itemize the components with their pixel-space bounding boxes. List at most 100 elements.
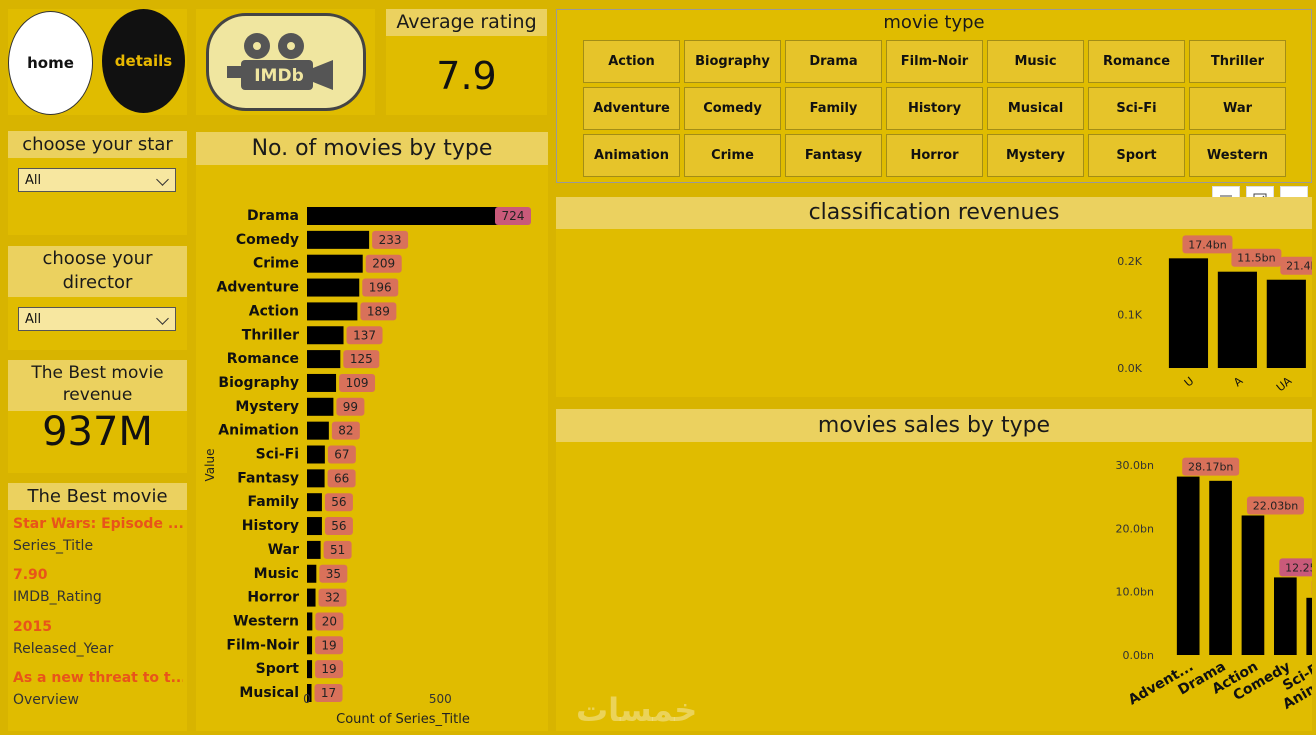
category-label: A (1231, 374, 1245, 389)
category-label: Horror (247, 590, 299, 606)
category-label: U (1182, 374, 1197, 389)
genre-option-crime[interactable]: Crime (684, 134, 781, 177)
bar[interactable] (1266, 279, 1306, 368)
y-tick-label: 30.0bn (1116, 459, 1154, 472)
data-label-bg (324, 517, 353, 536)
details-button[interactable]: details (102, 9, 185, 113)
genre-option-film-noir[interactable]: Film-Noir (886, 40, 983, 83)
bar[interactable] (307, 230, 370, 249)
genre-option-mystery[interactable]: Mystery (987, 134, 1084, 177)
data-label-bg (314, 684, 343, 702)
bar[interactable] (307, 326, 344, 345)
bar[interactable] (1274, 577, 1297, 655)
category-label: Music (254, 566, 299, 582)
bar[interactable] (307, 493, 322, 512)
category-label: Crime (253, 256, 299, 272)
genre-option-history[interactable]: History (886, 87, 983, 130)
y-tick-label: 0.0bn (1123, 649, 1154, 662)
data-label-bg (336, 397, 365, 416)
best-movie-title: The Best movie (8, 483, 187, 510)
y-tick-label: 0.0K (1117, 362, 1142, 375)
genre-option-sci-fi[interactable]: Sci-Fi (1088, 87, 1185, 130)
bar[interactable] (307, 564, 317, 583)
bar[interactable] (307, 517, 322, 536)
y-tick-label: 0.1K (1117, 309, 1142, 322)
sales-by-type-title: movies sales by type (556, 409, 1312, 442)
category-label: Romance (227, 351, 299, 367)
genre-option-family[interactable]: Family (785, 87, 882, 130)
bar[interactable] (307, 302, 358, 321)
x-tick-label: 0 (303, 692, 311, 706)
genre-option-western[interactable]: Western (1189, 134, 1286, 177)
category-label: Family (247, 494, 299, 510)
data-label: 20 (322, 614, 337, 628)
movies-by-type-title: No. of movies by type (196, 132, 548, 165)
category-label: Mystery (235, 399, 299, 415)
bar[interactable] (307, 445, 325, 464)
genre-option-music[interactable]: Music (987, 40, 1084, 83)
genre-option-comedy[interactable]: Comedy (684, 87, 781, 130)
genre-option-sport[interactable]: Sport (1088, 134, 1185, 177)
data-label: 724 (502, 209, 525, 223)
bar[interactable] (307, 373, 337, 392)
bar[interactable] (307, 540, 321, 559)
bar[interactable] (307, 207, 500, 225)
data-label-bg (1231, 248, 1282, 267)
category-label: Adventure (216, 280, 299, 296)
genre-option-fantasy[interactable]: Fantasy (785, 134, 882, 177)
director-dropdown-value: All (25, 311, 42, 327)
data-label: 56 (331, 495, 346, 509)
genre-option-biography[interactable]: Biography (684, 40, 781, 83)
category-label: History (242, 518, 299, 534)
bar[interactable] (307, 350, 341, 369)
genre-option-drama[interactable]: Drama (785, 40, 882, 83)
bar[interactable] (1209, 480, 1232, 655)
bar[interactable] (1217, 271, 1257, 368)
data-label-bg (324, 493, 353, 512)
watermark: خمسات (576, 691, 698, 729)
bar[interactable] (307, 588, 316, 607)
genre-option-romance[interactable]: Romance (1088, 40, 1185, 83)
director-dropdown[interactable]: All (18, 307, 176, 331)
bar[interactable] (1241, 515, 1265, 655)
bar[interactable] (307, 612, 313, 631)
data-label-bg (319, 564, 348, 583)
category-label: Fantasy (237, 470, 299, 486)
logo-panel: IMDb (196, 9, 375, 115)
star-dropdown[interactable]: All (18, 168, 176, 192)
best-movie-year: 2015 (13, 619, 52, 635)
genre-option-thriller[interactable]: Thriller (1189, 40, 1286, 83)
bar[interactable] (307, 421, 329, 440)
movie-type-title: movie type (883, 12, 985, 33)
data-label: 22.03bn (1253, 499, 1298, 512)
bar[interactable] (1168, 258, 1209, 368)
bar[interactable] (307, 469, 325, 488)
data-label-bg (315, 612, 344, 631)
data-label-bg (327, 469, 356, 488)
category-label: Animation (218, 423, 299, 439)
imdb-logo: IMDb (206, 13, 366, 111)
bar[interactable] (307, 636, 313, 655)
bar[interactable] (307, 397, 334, 416)
genre-option-war[interactable]: War (1189, 87, 1286, 130)
best-movie-series-title-label: Series_Title (13, 538, 94, 554)
bar[interactable] (307, 254, 363, 273)
home-button[interactable]: home (8, 11, 93, 115)
data-label-bg (327, 445, 356, 464)
bar[interactable] (1176, 476, 1200, 655)
bar[interactable] (1306, 597, 1312, 655)
data-label: 66 (334, 471, 349, 485)
genre-option-action[interactable]: Action (583, 40, 680, 83)
data-label: 17 (321, 686, 336, 700)
data-label: 233 (379, 233, 402, 247)
genre-option-animation[interactable]: Animation (583, 134, 680, 177)
movie-type-slicer: movie type Action Biography Drama Film-Noir… (556, 9, 1312, 183)
genre-option-adventure[interactable]: Adventure (583, 87, 680, 130)
data-label-bg (365, 254, 402, 273)
genre-option-horror[interactable]: Horror (886, 134, 983, 177)
genre-option-musical[interactable]: Musical (987, 87, 1084, 130)
bar[interactable] (307, 684, 312, 702)
category-label: Drama (247, 208, 299, 224)
bar[interactable] (307, 660, 313, 679)
bar[interactable] (307, 278, 360, 297)
